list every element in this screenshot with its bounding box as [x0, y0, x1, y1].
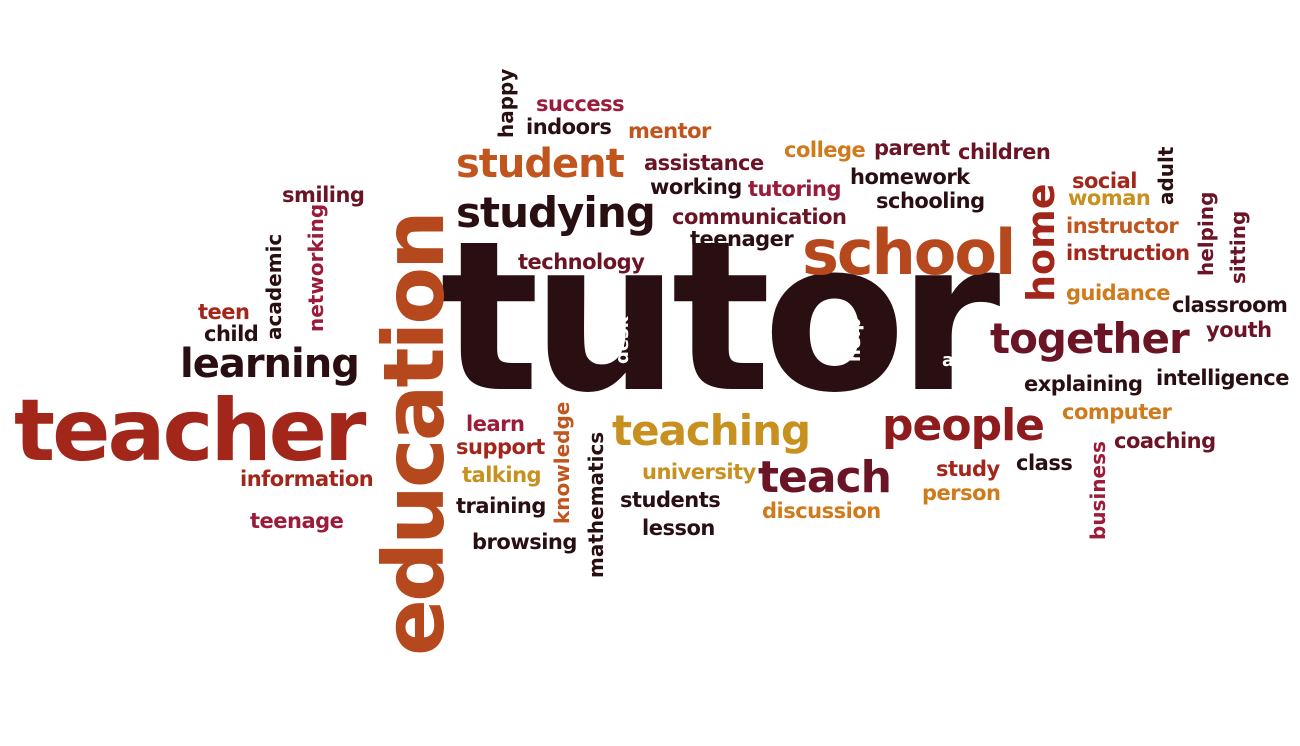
word-lesson: lesson [642, 516, 715, 540]
word-training: training [456, 494, 546, 518]
word-instruction: instruction [1066, 241, 1190, 265]
word-teaching: teaching [612, 406, 811, 455]
word-success: success [536, 92, 625, 116]
word-education: education [365, 213, 463, 656]
word-teenage: teenage [250, 509, 344, 533]
word-teacher: teacher [14, 381, 366, 481]
word-explaining: explaining [1024, 372, 1143, 396]
word-computer: computer [1062, 400, 1172, 424]
word-classroom: classroom [1172, 293, 1288, 317]
word-parent: parent [874, 136, 950, 160]
word-networking: networking [304, 203, 328, 332]
word-a: a [942, 350, 954, 371]
word-sitting: sitting [1226, 210, 1250, 284]
word-college: college [784, 138, 866, 162]
word-teenager: teenager [690, 227, 794, 251]
word-helping: helping [1194, 191, 1218, 276]
word-person: person [922, 481, 1001, 505]
word-support: support [456, 435, 545, 459]
word-child: child [204, 322, 259, 346]
word-happy: happy [494, 68, 518, 138]
word-assistance: assistance [644, 151, 764, 175]
word-intelligence: intelligence [1156, 366, 1289, 390]
word-knowledge: knowledge [550, 401, 574, 524]
word-woman: woman [1068, 186, 1151, 210]
word-business: business [1086, 441, 1110, 540]
word-indoors: indoors [526, 115, 612, 139]
word-talking: talking [462, 463, 542, 487]
word-teach: teach [758, 452, 892, 503]
word-communication: communication [672, 205, 847, 229]
word-working: working [650, 175, 742, 199]
word-technology: technology [518, 250, 645, 274]
word-university: university [642, 460, 756, 484]
word-learning: learning [180, 341, 360, 387]
word-study: study [936, 457, 1000, 481]
word-children: children [958, 140, 1051, 164]
word-youth: youth [1206, 318, 1272, 342]
word-academic: academic [262, 233, 286, 340]
word-mentor: mentor [628, 119, 711, 143]
word-smiling: smiling [282, 183, 365, 207]
word-tutor: tutor [440, 197, 1000, 439]
word-students: students [620, 488, 721, 512]
word-teen: teen [198, 300, 250, 324]
word-browsing: browsing [472, 530, 577, 554]
word-people: people [882, 400, 1045, 451]
word-information: information [240, 467, 374, 491]
word-coaching: coaching [1114, 429, 1216, 453]
word-mathematics: mathematics [584, 431, 608, 578]
word-class: class [1016, 451, 1073, 475]
word-desk: desk [612, 316, 633, 364]
word-guidance: guidance [1066, 281, 1171, 305]
word-homework: homework [850, 165, 970, 189]
word-discussion: discussion [762, 499, 881, 523]
word-school: school [802, 216, 1016, 289]
word-learn: learn [466, 412, 525, 436]
word-help: help [844, 317, 865, 362]
word-studying: studying [456, 188, 656, 237]
word-schooling: schooling [876, 189, 985, 213]
word-tutoring: tutoring [748, 177, 842, 201]
word-student: student [456, 141, 625, 187]
word-adult: adult [1154, 146, 1178, 205]
word-together: together [990, 314, 1190, 363]
word-social: social [1072, 169, 1137, 193]
word-instructor: instructor [1066, 214, 1179, 238]
word-home: home [1019, 183, 1063, 302]
